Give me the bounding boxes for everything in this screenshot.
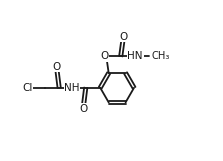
Text: NH: NH: [64, 83, 80, 93]
Text: HN: HN: [128, 51, 143, 61]
Text: Cl: Cl: [22, 83, 33, 93]
Text: O: O: [101, 51, 109, 61]
Text: CH₃: CH₃: [151, 51, 170, 61]
Text: O: O: [53, 62, 61, 72]
Text: O: O: [120, 32, 128, 42]
Text: O: O: [79, 104, 87, 114]
